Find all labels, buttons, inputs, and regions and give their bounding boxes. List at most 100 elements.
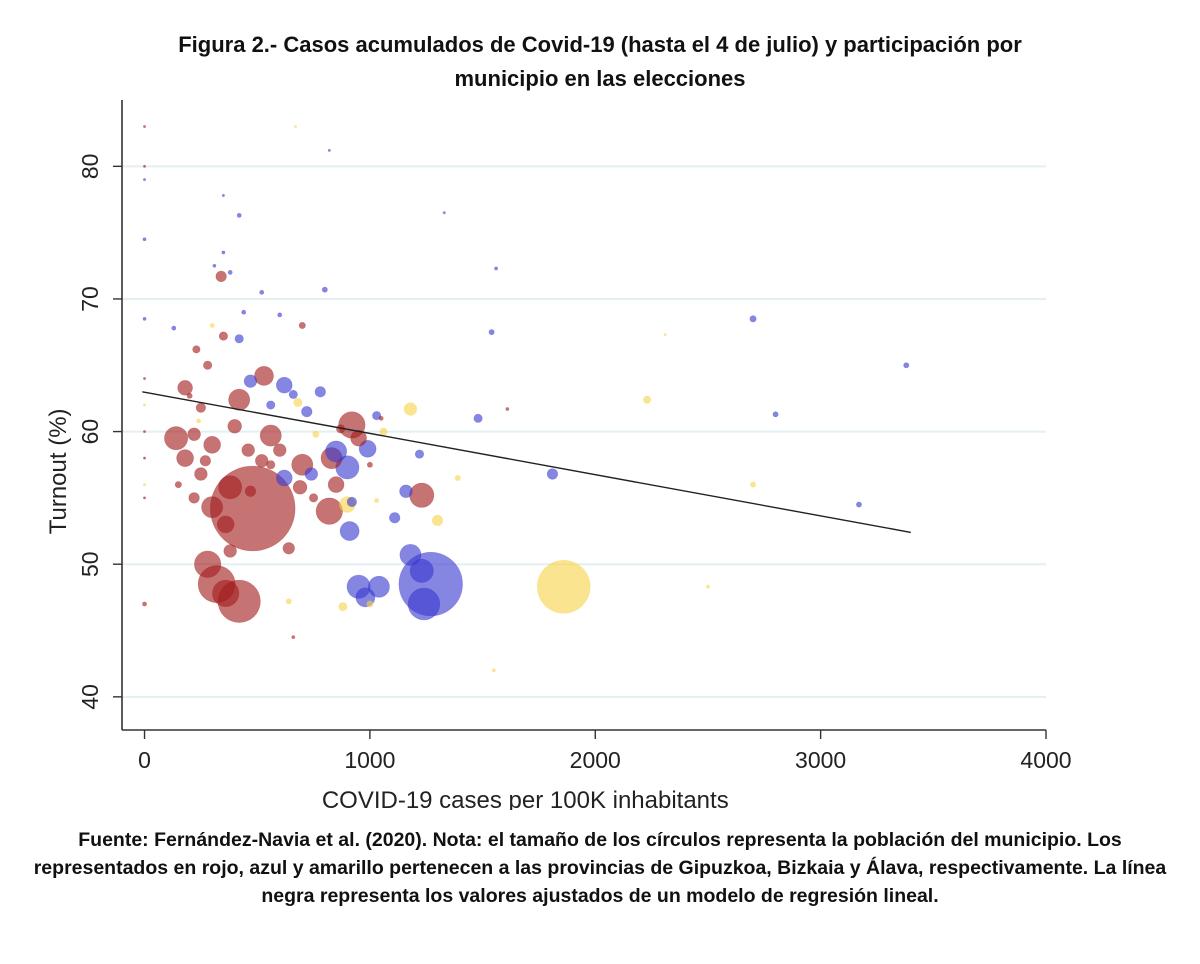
- point-gipuzkoa-125: [143, 164, 147, 168]
- point-lava-80: [366, 600, 374, 608]
- point-lava-102: [374, 498, 380, 503]
- point-bizkaia-99: [277, 312, 283, 318]
- point-gipuzkoa-7: [194, 550, 222, 578]
- point-lava-73: [293, 397, 303, 407]
- regression-line: [142, 391, 911, 534]
- x-tick-label-4000: 4000: [1020, 747, 1071, 773]
- point-bizkaia-97: [236, 212, 242, 218]
- point-gipuzkoa-32: [350, 429, 367, 447]
- point-bizkaia-96: [227, 270, 233, 275]
- point-lava-123: [143, 483, 147, 487]
- point-bizkaia-5: [407, 587, 441, 621]
- point-gipuzkoa-28: [203, 436, 221, 454]
- figure-title-line-1: Figura 2.- Casos acumulados de Covid-19 …: [178, 32, 1022, 57]
- figure-title: Figura 2.- Casos acumulados de Covid-19 …: [40, 28, 1160, 96]
- point-bizkaia-45: [399, 484, 413, 498]
- point-gipuzkoa-18: [259, 424, 282, 447]
- point-gipuzkoa-29: [216, 515, 235, 534]
- point-gipuzkoa-53: [244, 485, 257, 497]
- point-bizkaia-21: [399, 544, 422, 566]
- point-gipuzkoa-31: [327, 476, 345, 493]
- point-lava-58: [431, 514, 444, 527]
- point-gipuzkoa-39: [187, 427, 201, 441]
- point-lava-76: [379, 427, 388, 436]
- point-bizkaia-106: [221, 250, 226, 255]
- point-gipuzkoa-42: [255, 454, 269, 468]
- point-bizkaia-26: [339, 521, 360, 541]
- data-points: [142, 125, 910, 673]
- point-lava-110: [491, 668, 496, 673]
- point-bizkaia-22: [368, 575, 390, 598]
- fit-line: [142, 391, 911, 534]
- point-bizkaia-30: [358, 440, 377, 458]
- plot-area: 0 1000 2000 3000 4000 40 50 60 70 80 COVID-19 cas…: [0, 90, 1200, 810]
- point-lava-2: [536, 559, 591, 614]
- point-bizkaia-85: [855, 501, 862, 508]
- point-gipuzkoa-104: [291, 635, 296, 640]
- point-bizkaia-118: [327, 148, 331, 152]
- point-bizkaia-108: [142, 237, 147, 242]
- point-gipuzkoa-115: [143, 496, 147, 500]
- point-bizkaia-95: [241, 309, 247, 315]
- figure-title-line-2: municipio en las elecciones: [454, 66, 746, 91]
- point-bizkaia-86: [903, 362, 910, 369]
- point-bizkaia-60: [346, 496, 357, 507]
- point-gipuzkoa-63: [309, 493, 319, 503]
- point-bizkaia-107: [212, 263, 217, 268]
- point-lava-101: [196, 418, 202, 424]
- point-bizkaia-87: [488, 329, 495, 336]
- x-axis-title: COVID-19 cases per 100K inhabitants: [322, 787, 729, 810]
- x-tick-label-3000: 3000: [795, 747, 846, 773]
- y-axis-title: Turnout (%): [45, 408, 72, 534]
- x-tick-label-2000: 2000: [570, 747, 621, 773]
- point-gipuzkoa-41: [241, 443, 255, 457]
- point-gipuzkoa-50: [215, 270, 227, 282]
- axes: 0 1000 2000 3000 4000 40 50 60 70 80: [77, 100, 1072, 773]
- point-gipuzkoa-38: [292, 480, 308, 495]
- y-tick-label-60: 60: [77, 419, 103, 445]
- point-bizkaia-13: [409, 558, 434, 583]
- point-gipuzkoa-51: [188, 492, 200, 504]
- point-lava-89: [285, 598, 292, 605]
- point-gipuzkoa-24: [254, 366, 274, 386]
- point-bizkaia-79: [749, 315, 757, 323]
- point-lava-100: [209, 323, 215, 328]
- point-lava-81: [312, 430, 320, 438]
- point-bizkaia-46: [243, 374, 258, 388]
- point-gipuzkoa-113: [143, 377, 147, 381]
- point-bizkaia-34: [276, 469, 293, 487]
- y-tick-label-50: 50: [77, 551, 103, 577]
- point-gipuzkoa-8: [315, 497, 343, 525]
- point-lava-111: [706, 584, 710, 589]
- point-gipuzkoa-92: [142, 601, 147, 607]
- point-gipuzkoa-82: [186, 392, 193, 399]
- point-gipuzkoa-40: [194, 467, 208, 481]
- x-tick-label-1000: 1000: [344, 747, 395, 773]
- point-gipuzkoa-78: [298, 321, 306, 329]
- point-gipuzkoa-10: [409, 482, 435, 508]
- point-gipuzkoa-93: [378, 415, 384, 421]
- source-note: Fuente: Fernández-Navia et al. (2020). N…: [33, 829, 1167, 907]
- point-gipuzkoa-49: [282, 542, 295, 555]
- point-gipuzkoa-59: [195, 402, 206, 413]
- point-gipuzkoa-62: [203, 360, 213, 370]
- y-tick-label-70: 70: [77, 286, 103, 312]
- point-bizkaia-98: [171, 325, 177, 331]
- point-bizkaia-105: [494, 266, 498, 271]
- point-bizkaia-67: [414, 449, 425, 459]
- point-bizkaia-116: [442, 211, 446, 215]
- point-bizkaia-71: [372, 411, 382, 421]
- point-bizkaia-117: [143, 178, 147, 182]
- point-bizkaia-94: [259, 289, 265, 295]
- point-gipuzkoa-112: [143, 430, 147, 434]
- point-gipuzkoa-37: [227, 419, 242, 434]
- point-lava-48: [403, 402, 418, 416]
- point-lava-72: [338, 602, 348, 612]
- point-gipuzkoa-124: [143, 125, 147, 129]
- point-bizkaia-23: [325, 440, 347, 463]
- point-gipuzkoa-83: [366, 461, 373, 468]
- point-bizkaia-66: [266, 400, 276, 410]
- point-gipuzkoa-27: [176, 449, 194, 467]
- point-gipuzkoa-43: [273, 443, 287, 457]
- point-gipuzkoa-44: [223, 544, 237, 558]
